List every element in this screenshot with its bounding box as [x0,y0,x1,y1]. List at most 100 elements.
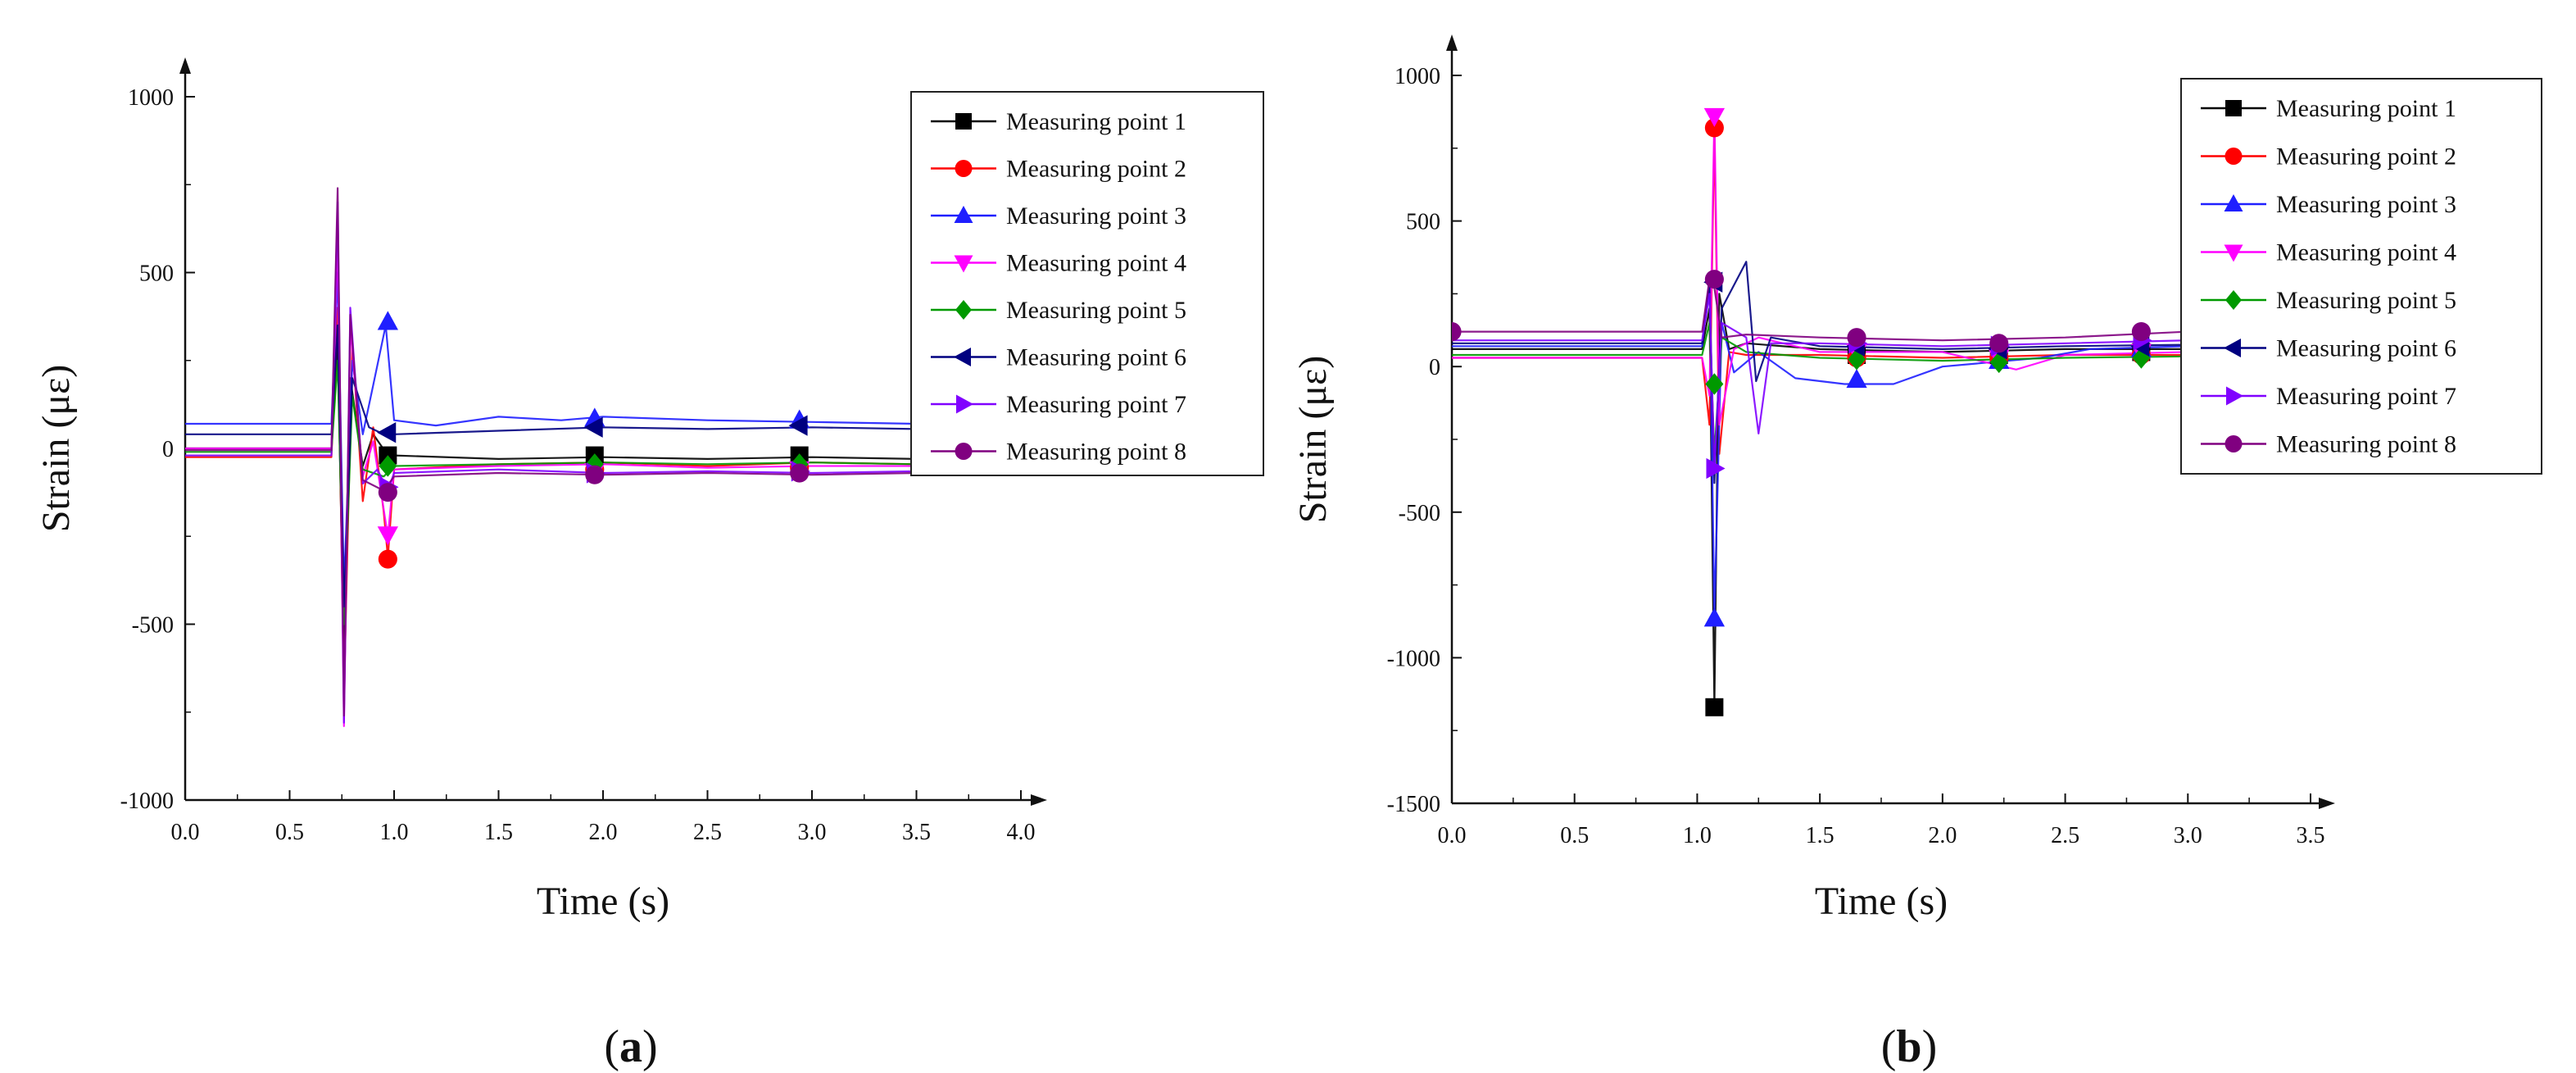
legend: Measuring point 1 Measuring point 2 Measur… [910,91,1264,476]
y-tick-label: -1000 [120,789,174,814]
y-tick-label: 0 [1429,355,1440,380]
x-tick-label: 4.0 [1007,820,1036,845]
data-point-3 [1846,368,1867,389]
legend-label-4: Measuring point 4 [2276,239,2456,266]
x-tick-label: 2.5 [2051,823,2079,848]
series-group [185,187,1022,727]
legend-label-2: Measuring point 2 [2276,143,2456,170]
x-tick-label: 1.5 [484,820,513,845]
y-tick-label: 500 [139,261,174,287]
x-axis-arrow-icon [2319,798,2335,809]
legend-label-5: Measuring point 5 [1006,297,1186,324]
x-tick-label: 0.5 [275,820,304,845]
legend-marker-7 [956,394,973,414]
series-line-7 [1452,293,2311,470]
y-tick-label: 0 [162,437,174,462]
series-line-8 [1452,278,2311,342]
legend-marker-3 [954,206,973,223]
legend-label-1: Measuring point 1 [1006,108,1186,135]
legend-marker-6 [954,348,971,366]
data-point-3 [1703,607,1726,627]
data-point-8 [378,483,397,502]
x-tick-label: 3.5 [902,820,931,845]
legend-label-1: Measuring point 1 [2276,95,2456,122]
x-tick-label: 2.5 [693,820,722,845]
data-point-2 [378,549,397,569]
x-tick-label: 0.0 [1438,823,1467,848]
legend-marker-8 [2225,435,2243,452]
series-line-5 [185,359,1021,625]
chart-a: 1000 500 0 -500 -1000 0.0 0.5 1.0 1.5 2.0 2.5 3.0 3.… [34,57,1264,923]
data-point-5 [1705,373,1724,395]
data-point-8 [1989,334,2009,353]
legend-marker-6 [2224,339,2241,357]
x-tick-label: 0.0 [171,820,200,845]
legend-marker-4 [2224,244,2243,262]
series-line-2 [185,307,1021,696]
legend-marker-7 [2226,386,2243,406]
legend-marker-2 [955,160,973,177]
legend-label-5: Measuring point 5 [2276,287,2456,314]
y-axis-label: Strain (με) [1291,356,1335,524]
x-tick-label: 3.0 [2174,823,2202,848]
series-line-5 [1452,321,2311,455]
data-point-8 [1847,328,1866,348]
data-point-6 [788,415,808,436]
caption-b-letter: b [1896,1021,1922,1072]
data-point-8 [790,463,810,483]
data-point-8 [2131,322,2151,342]
x-tick-label: 3.0 [798,820,827,845]
series-line-3 [1452,278,2311,618]
legend-marker-1 [955,113,972,130]
y-tick-label: -500 [1399,501,1440,526]
data-point-6 [377,422,397,443]
y-tick-label: -1500 [1387,792,1440,817]
x-axis-label: Time (s) [537,880,669,923]
legend-marker-1 [2225,100,2242,116]
legend-label-8: Measuring point 8 [2276,431,2456,458]
series-group [1452,107,2311,716]
data-point-4 [1703,107,1726,127]
series-line-4 [1452,112,2311,426]
y-tick-label: -500 [132,613,174,639]
data-point-4 [377,526,398,546]
chart-b: 1000 500 0 -500 -1000 -1500 0.0 0.5 1.0 1.5 2.0 2.5… [1291,34,2542,923]
x-tick-label: 1.5 [1806,823,1834,848]
x-tick-label: 2.0 [589,820,618,845]
legend: Measuring point 1 Measuring point 2 Measur… [2180,78,2542,475]
y-axis-arrow-icon [1446,34,1458,51]
legend-marker-5 [955,300,972,320]
legend-label-2: Measuring point 2 [1006,156,1186,183]
data-point-8 [1704,270,1724,289]
x-tick-label: 1.0 [1683,823,1712,848]
legend-label-7: Measuring point 7 [1006,391,1186,418]
legend-marker-8 [955,443,973,460]
caption-b: (b) [1880,1021,1938,1072]
x-axis-arrow-icon [1031,794,1047,806]
y-tick-label: 1000 [1395,64,1440,89]
legend-label-3: Measuring point 3 [1006,202,1186,230]
caption-a-letter: a [619,1021,642,1072]
legend-label-6: Measuring point 6 [2276,335,2456,362]
data-point-5 [585,453,604,475]
legend-marker-3 [2224,194,2243,211]
legend-marker-4 [954,255,973,273]
x-tick-label: 3.5 [2297,823,2325,848]
legend-label-7: Measuring point 7 [2276,383,2456,410]
data-point-5 [379,455,397,477]
y-tick-label: -1000 [1387,646,1440,671]
y-axis-label: Strain (με) [34,365,78,533]
x-tick-label: 0.5 [1560,823,1589,848]
series-line-1 [185,342,1021,661]
y-tick-label: 500 [1406,210,1440,235]
data-point-8 [585,465,605,484]
caption-a: (a) [604,1021,658,1072]
x-tick-label: 1.0 [380,820,409,845]
legend-box [2180,78,2542,475]
legend-marker-2 [2225,148,2243,165]
legend-label-4: Measuring point 4 [1006,250,1186,277]
data-point-3 [377,311,398,330]
data-point-1 [1705,698,1724,716]
